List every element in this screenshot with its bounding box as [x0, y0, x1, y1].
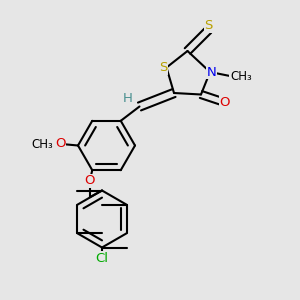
Text: O: O	[55, 137, 65, 150]
Text: O: O	[85, 174, 95, 187]
Text: H: H	[123, 92, 132, 106]
Text: CH₃: CH₃	[230, 70, 252, 83]
Text: N: N	[207, 65, 216, 79]
Text: S: S	[204, 19, 213, 32]
Text: S: S	[159, 61, 168, 74]
Text: Cl: Cl	[95, 251, 109, 265]
Text: O: O	[220, 95, 230, 109]
Text: CH₃: CH₃	[32, 137, 53, 151]
